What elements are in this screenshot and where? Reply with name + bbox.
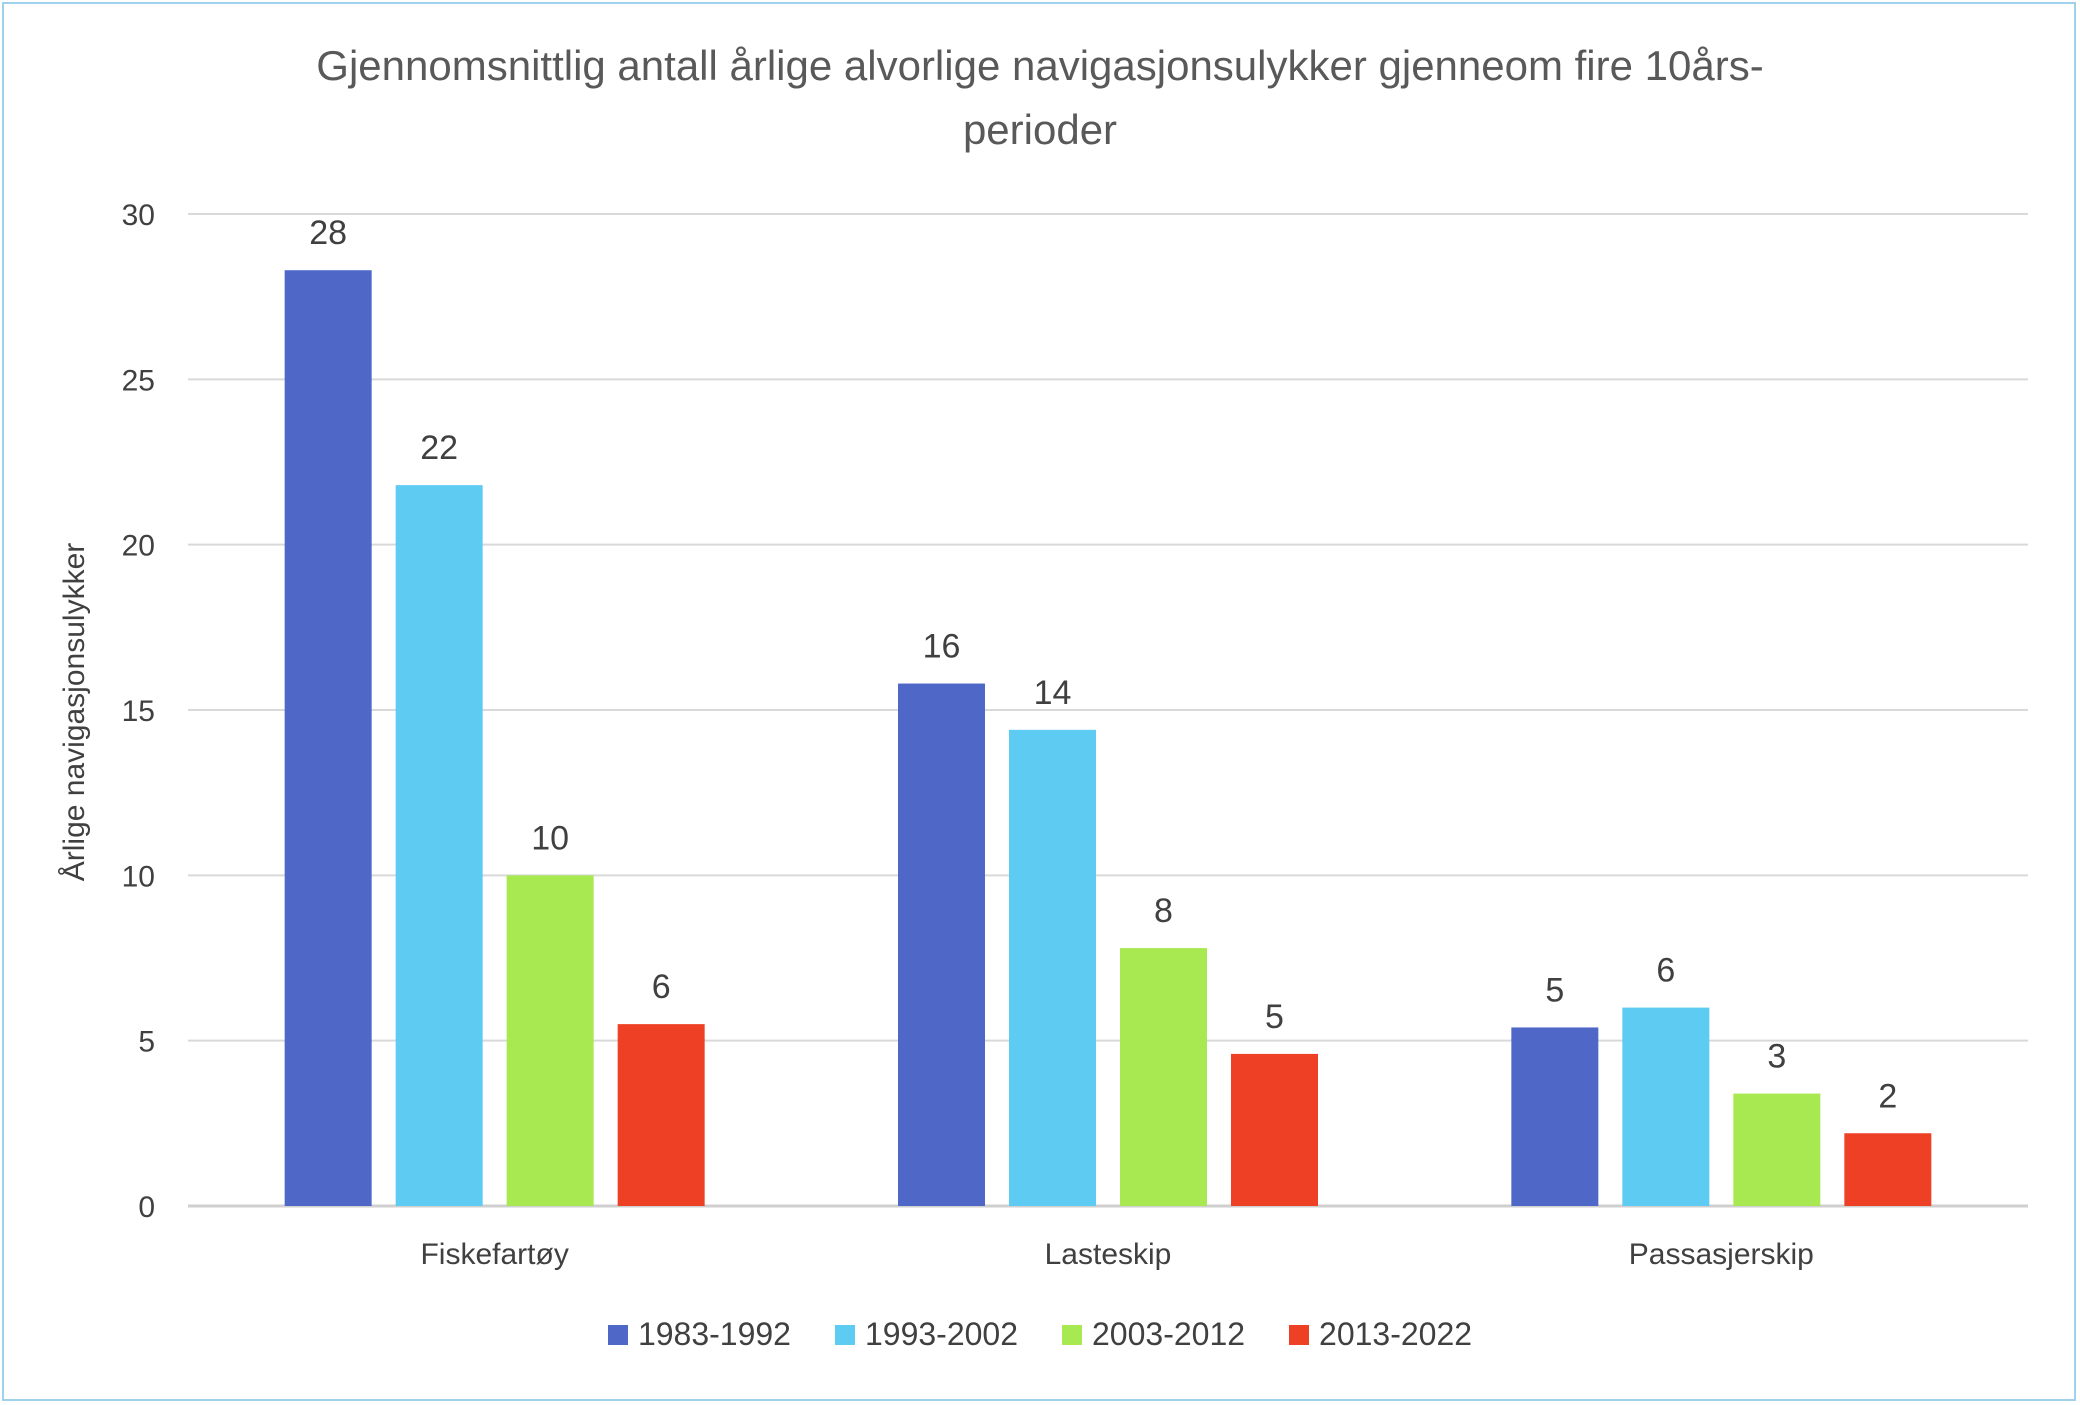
data-label: 5 — [1545, 971, 1564, 1009]
bar-2003-2012-Fiskefartøy — [506, 875, 594, 1206]
data-label: 6 — [1656, 952, 1675, 990]
bar-1993-2002-Fiskefartøy — [395, 485, 483, 1206]
legend-label: 1993-2002 — [864, 1316, 1018, 1352]
bar-2013-2022-Lasteskip — [1231, 1053, 1318, 1206]
bars — [284, 270, 1932, 1206]
bar-2013-2022-Fiskefartøy — [617, 1024, 705, 1206]
bar-1993-2002-Passasjerskip — [1622, 1007, 1710, 1206]
y-tick-label: 10 — [122, 860, 155, 893]
data-label: 6 — [652, 968, 671, 1006]
chart-title: Gjennomsnittlig antall årlige alvorlige … — [180, 34, 1900, 162]
legend-swatch — [1289, 1324, 1310, 1345]
legend-swatch — [607, 1324, 628, 1345]
bar-2003-2012-Passasjerskip — [1733, 1093, 1821, 1206]
y-tick-label: 20 — [122, 530, 155, 563]
bar-1993-2002-Lasteskip — [1009, 729, 1096, 1206]
legend-swatch — [834, 1324, 855, 1345]
y-tick-label: 0 — [138, 1191, 155, 1224]
legend-item: 1983-1992 — [607, 1316, 791, 1353]
legend-label: 1983-1992 — [637, 1316, 791, 1352]
legend: 1983-1992 1993-2002 2003-2012 2013-2022 — [0, 1316, 2080, 1353]
bar-2013-2022-Passasjerskip — [1844, 1133, 1932, 1206]
x-category-label: Lasteskip — [1045, 1238, 1172, 1271]
data-label: 5 — [1265, 998, 1284, 1036]
data-label: 14 — [1034, 674, 1072, 712]
bar-1983-1992-Passasjerskip — [1511, 1027, 1599, 1206]
chart-title-line-2: perioder — [962, 106, 1118, 153]
data-label: 16 — [923, 628, 961, 666]
bar-1983-1992-Fiskefartøy — [284, 270, 372, 1206]
x-category-label: Fiskefartøy — [420, 1238, 568, 1271]
data-label: 8 — [1154, 892, 1173, 930]
data-label: 2 — [1878, 1077, 1897, 1115]
data-label: 3 — [1767, 1038, 1786, 1076]
chart-title-line-1: Gjennomsnittlig antall årlige alvorlige … — [316, 42, 1764, 89]
legend-item: 2013-2022 — [1289, 1316, 1472, 1353]
legend-item: 2003-2012 — [1062, 1316, 1245, 1353]
data-label: 22 — [420, 429, 458, 467]
legend-swatch — [1062, 1324, 1082, 1345]
legend-label: 2003-2012 — [1092, 1316, 1246, 1352]
data-label: 10 — [531, 819, 569, 857]
bar-1983-1992-Lasteskip — [898, 683, 985, 1206]
y-tick-label: 25 — [122, 364, 155, 397]
x-category-label: Passasjerskip — [1629, 1238, 1814, 1271]
bar-2003-2012-Lasteskip — [1120, 948, 1207, 1206]
data-label: 28 — [309, 214, 347, 252]
legend-label: 2013-2022 — [1319, 1316, 1473, 1352]
y-axis-title: Årlige navigasjonsulykker — [58, 543, 91, 882]
y-tick-label: 30 — [122, 199, 155, 232]
legend-item: 1993-2002 — [834, 1316, 1018, 1353]
y-tick-label: 15 — [122, 695, 155, 728]
grid-lines — [188, 213, 2028, 1208]
y-tick-label: 5 — [138, 1026, 155, 1059]
